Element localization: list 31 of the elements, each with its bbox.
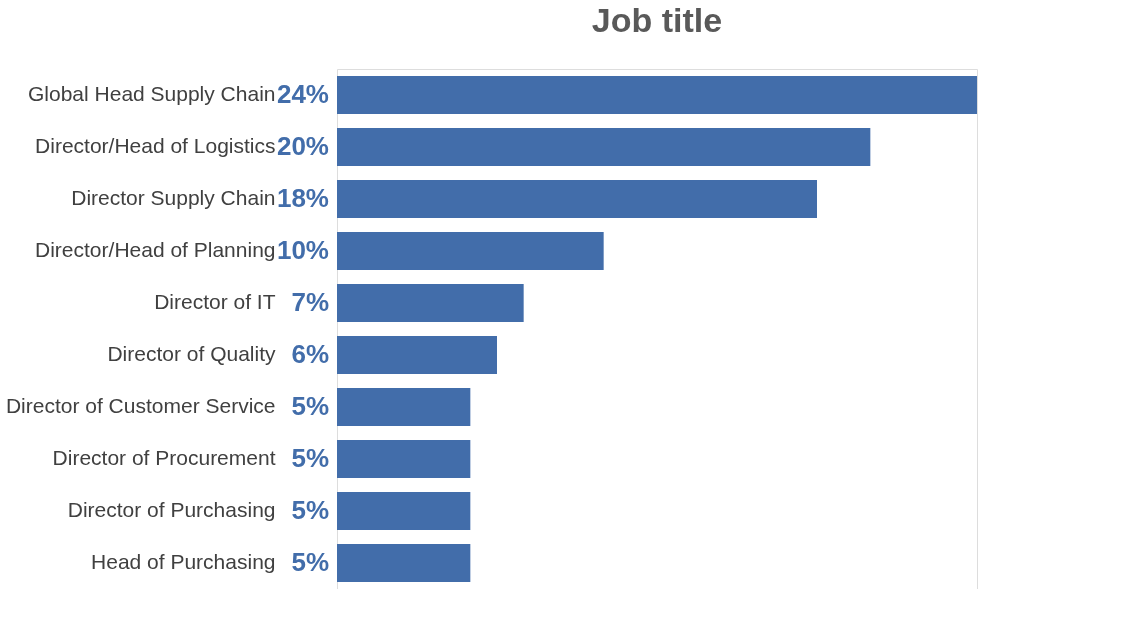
- bar: [337, 180, 817, 218]
- y-tick-label: Director of Customer Service: [5, 394, 276, 417]
- y-tick-label: Director Supply Chain: [71, 186, 276, 209]
- y-tick-label: Global Head Supply Chain: [28, 82, 276, 105]
- bar: [337, 492, 471, 530]
- bar: [337, 284, 524, 322]
- y-tick-label: Head of Purchasing: [91, 550, 276, 573]
- bar: [337, 388, 471, 426]
- data-label: 10%: [276, 235, 329, 265]
- chart-title: Job title: [591, 1, 723, 39]
- bar: [337, 128, 871, 166]
- data-label: 5%: [291, 547, 329, 577]
- y-tick-label: Director of Quality: [107, 342, 276, 365]
- y-tick-label: Director/Head of Planning: [35, 238, 276, 261]
- data-label: 7%: [291, 287, 329, 317]
- y-tick-label: Director/Head of Logistics: [35, 134, 276, 157]
- data-label: 6%: [291, 339, 329, 369]
- bar: [337, 336, 497, 374]
- data-label: 5%: [291, 495, 329, 525]
- bar: [337, 544, 471, 582]
- bar: [337, 440, 471, 478]
- data-label: 5%: [291, 391, 329, 421]
- bar: [337, 232, 604, 270]
- data-label: 5%: [291, 443, 329, 473]
- y-tick-label: Director of IT: [154, 290, 276, 313]
- data-label: 24%: [276, 79, 329, 109]
- data-label: 20%: [276, 131, 329, 161]
- data-label: 18%: [276, 183, 329, 213]
- y-tick-label: Director of Purchasing: [67, 498, 276, 521]
- y-tick-label: Director of Procurement: [52, 446, 276, 469]
- bar: [337, 76, 977, 114]
